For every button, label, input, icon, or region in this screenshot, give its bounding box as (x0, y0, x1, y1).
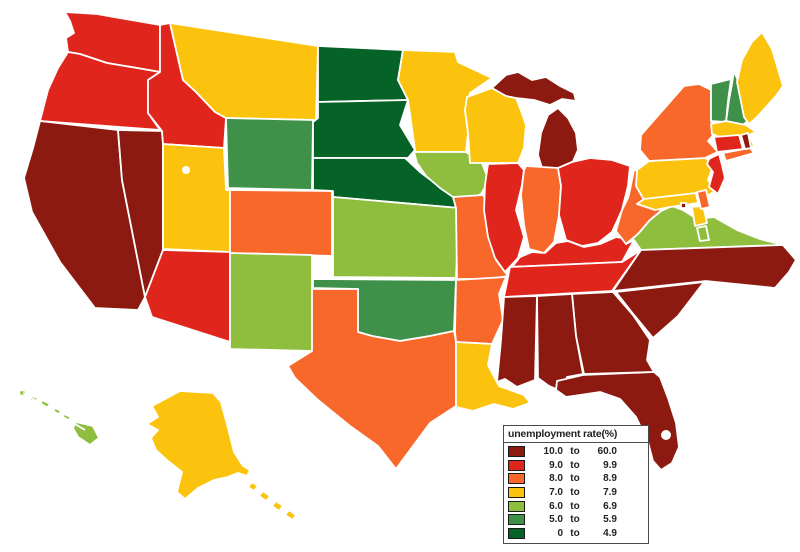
legend-row: 10.0 to 60.0 (508, 445, 644, 459)
state-tx (287, 288, 457, 470)
legend-to-word: to (570, 500, 580, 512)
hawaii-inset-box (9, 371, 116, 458)
legend-to-word: to (570, 487, 580, 499)
legend: unemployment rate(%) 10.0 to 60.0 9.0 to 9.9 8… (503, 425, 649, 545)
state-nd (317, 45, 409, 103)
states-layer (18, 11, 797, 521)
aleutian-islands-arc (39, 478, 177, 525)
legend-to-word: to (570, 514, 580, 526)
state-de (696, 189, 711, 210)
legend-range-to: 4.9 (603, 527, 617, 539)
state-va (625, 205, 784, 251)
legend-range-from: 0 (557, 527, 563, 539)
state-ri (740, 132, 752, 150)
legend-to-word: to (570, 446, 580, 458)
legend-to-word: to (570, 459, 580, 471)
legend-range-from: 5.0 (549, 514, 563, 526)
legend-row: 6.0 to 6.9 (508, 499, 644, 513)
state-nj (706, 153, 726, 195)
state-nm (229, 252, 313, 352)
legend-row: 0 to 4.9 (508, 527, 644, 541)
state-fl (555, 371, 680, 471)
legend-range-to: 60.0 (597, 446, 617, 458)
legend-color-swatch (508, 527, 525, 539)
legend-range-from: 7.0 (549, 487, 563, 499)
state-me (736, 31, 784, 125)
legend-range-to: 9.9 (603, 459, 617, 471)
alaska-hawaii-inset-outline (9, 371, 319, 542)
legend-color-swatch (508, 459, 525, 471)
state-nc (612, 244, 797, 292)
state-al (536, 293, 584, 393)
legend-range-from: 6.0 (549, 500, 563, 512)
state-dc (680, 202, 687, 209)
hawaii-chain-line (22, 392, 86, 431)
state-ks (332, 196, 460, 279)
legend-to-word: to (570, 527, 580, 539)
state-ut (162, 143, 231, 253)
legend-row: 7.0 to 7.9 (508, 486, 644, 500)
state-oh (557, 157, 631, 247)
state-ct (713, 134, 744, 153)
water-overlays (182, 166, 671, 440)
legend-range-from: 10.0 (543, 446, 563, 458)
legend-color-swatch (508, 500, 525, 512)
legend-range-to: 7.9 (603, 487, 617, 499)
legend-color-swatch (508, 487, 525, 499)
great-salt-lake (182, 166, 190, 174)
legend-row: 5.0 to 5.9 (508, 513, 644, 527)
state-sd (312, 99, 416, 159)
state-wy (225, 117, 314, 191)
state-hi (18, 389, 100, 446)
legend-title: unemployment rate(%) (504, 426, 648, 443)
legend-color-swatch (508, 514, 525, 526)
state-co (229, 189, 333, 257)
legend-row: 8.0 to 8.9 (508, 472, 644, 486)
legend-range-to: 6.9 (603, 500, 617, 512)
state-la (455, 341, 531, 412)
legend-row: 9.0 to 9.9 (508, 459, 644, 473)
legend-to-word: to (570, 473, 580, 485)
state-ar (454, 276, 507, 345)
legend-color-swatch (508, 446, 525, 458)
map-decor (9, 371, 319, 542)
state-ak (146, 390, 297, 521)
legend-range-from: 9.0 (549, 459, 563, 471)
state-in (520, 165, 562, 254)
state-ms (496, 295, 538, 388)
state-wi (464, 87, 527, 164)
legend-color-swatch (508, 473, 525, 485)
legend-range-to: 8.9 (603, 473, 617, 485)
legend-rows: 10.0 to 60.0 9.0 to 9.9 8.0 to 8.9 7.0 to 7.9 6.0 to 6… (504, 443, 648, 543)
state-sc (615, 281, 705, 339)
legend-range-from: 8.0 (549, 473, 563, 485)
state-az (144, 249, 231, 343)
lake-okeechobee (661, 430, 671, 440)
legend-range-to: 5.9 (603, 514, 617, 526)
